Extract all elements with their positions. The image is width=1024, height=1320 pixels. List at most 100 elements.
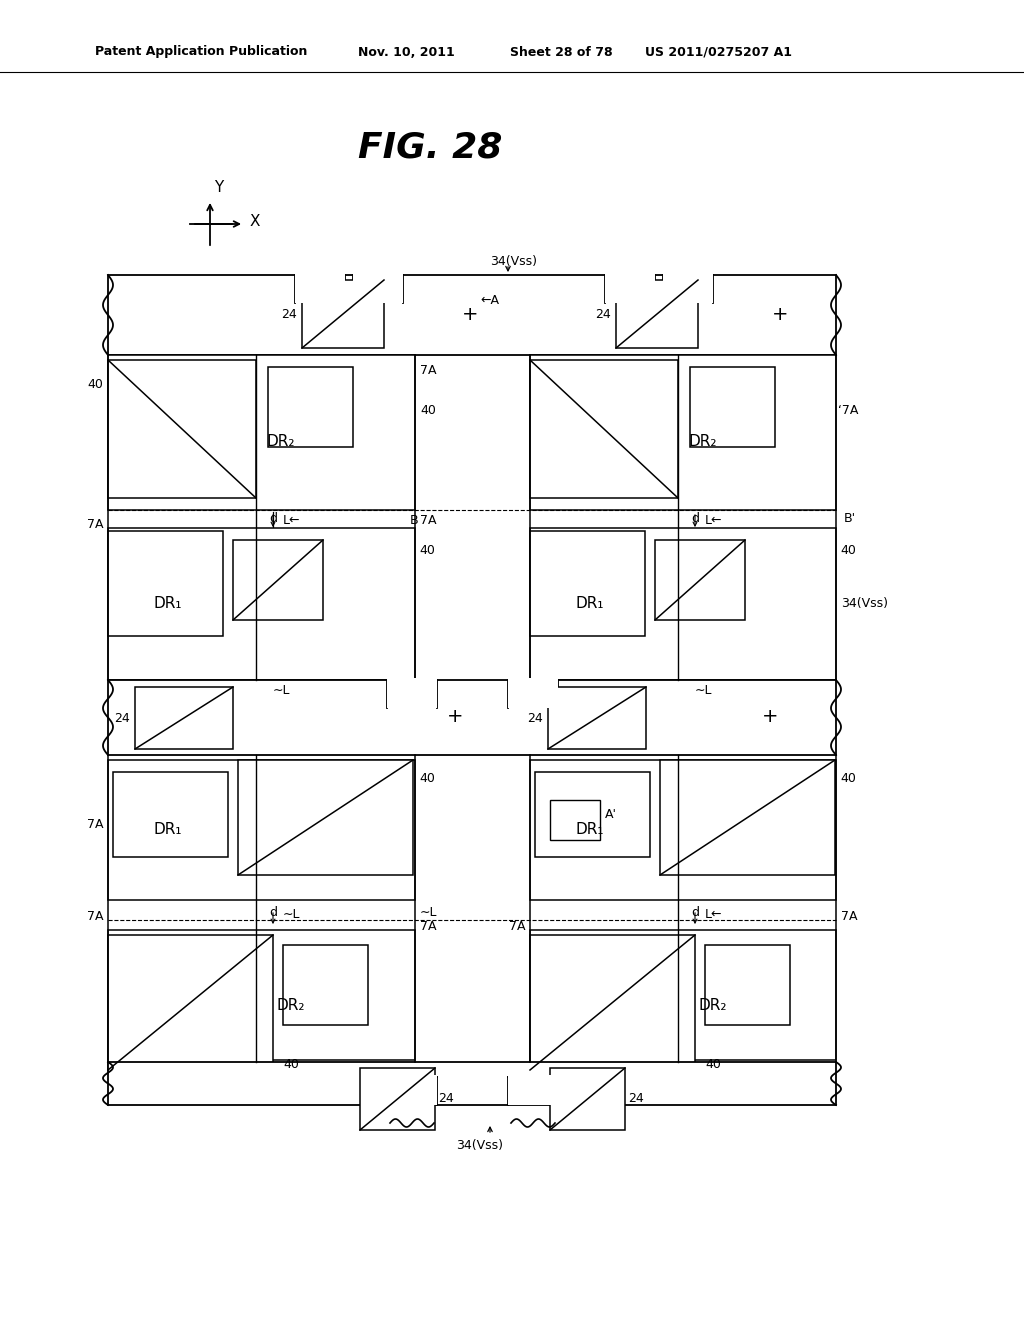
Text: 40: 40 — [420, 404, 436, 417]
Text: 24: 24 — [282, 308, 297, 321]
Text: ∼L: ∼L — [283, 908, 300, 921]
Text: ∼L: ∼L — [420, 907, 437, 920]
Text: 7A: 7A — [420, 920, 436, 933]
Text: L←: L← — [705, 513, 723, 527]
Text: FIG. 28: FIG. 28 — [357, 131, 502, 165]
Bar — [530, 935, 695, 1071]
Bar — [108, 531, 223, 636]
Text: d: d — [269, 511, 278, 524]
Text: DR₂: DR₂ — [689, 434, 717, 450]
Text: 7A: 7A — [86, 911, 103, 924]
Bar — [655, 540, 745, 620]
Text: DR₁: DR₁ — [575, 597, 604, 611]
Text: Y: Y — [214, 180, 223, 195]
Text: ←A: ←A — [480, 293, 499, 306]
Text: B: B — [410, 513, 418, 527]
Bar — [660, 760, 835, 875]
Bar — [530, 760, 836, 900]
Bar — [508, 1074, 558, 1105]
Bar — [387, 678, 437, 708]
Text: L←: L← — [705, 908, 723, 921]
Text: +: + — [446, 708, 463, 726]
Text: DR₂: DR₂ — [266, 434, 295, 450]
Text: L←: L← — [283, 513, 300, 527]
Text: +: + — [772, 305, 788, 325]
Bar — [605, 273, 655, 304]
Text: 34(Vss): 34(Vss) — [490, 256, 537, 268]
Text: X: X — [250, 214, 260, 230]
Bar — [108, 931, 415, 1060]
Bar — [550, 1068, 625, 1130]
Bar — [283, 945, 368, 1026]
Text: 7A: 7A — [841, 911, 857, 924]
Text: 40: 40 — [419, 771, 435, 784]
Text: 40: 40 — [840, 544, 856, 557]
Bar — [663, 273, 713, 304]
Text: 40: 40 — [705, 1059, 721, 1072]
Text: 24: 24 — [115, 711, 130, 725]
Text: 34(Vss): 34(Vss) — [841, 598, 888, 610]
Bar — [530, 360, 678, 498]
Text: Nov. 10, 2011: Nov. 10, 2011 — [358, 45, 455, 58]
Text: A': A' — [605, 808, 617, 821]
Text: +: + — [762, 708, 778, 726]
Bar — [108, 275, 836, 355]
Bar — [690, 367, 775, 447]
Bar — [530, 355, 836, 510]
Text: 40: 40 — [419, 544, 435, 557]
Text: 34(Vss): 34(Vss) — [457, 1138, 504, 1151]
Bar — [268, 367, 353, 447]
Bar — [295, 273, 345, 304]
Text: DR₁: DR₁ — [575, 822, 604, 837]
Bar — [550, 800, 600, 840]
Text: d: d — [691, 511, 699, 524]
Text: d: d — [691, 907, 699, 920]
Bar — [530, 528, 836, 680]
Text: d: d — [269, 907, 278, 920]
Text: 40: 40 — [283, 1059, 299, 1072]
Bar — [108, 760, 415, 900]
Bar — [113, 772, 228, 857]
Text: Sheet 28 of 78: Sheet 28 of 78 — [510, 45, 612, 58]
Text: 7A: 7A — [86, 818, 103, 832]
Text: 40: 40 — [87, 379, 103, 392]
Text: DR₁: DR₁ — [154, 597, 182, 611]
Text: ∼L: ∼L — [273, 684, 291, 697]
Bar — [108, 360, 256, 498]
Text: ∼L: ∼L — [695, 684, 713, 697]
Text: B': B' — [844, 511, 856, 524]
Text: 24: 24 — [628, 1093, 644, 1106]
Bar — [616, 280, 698, 348]
Text: 7A: 7A — [509, 920, 525, 933]
Text: ‘7A: ‘7A — [838, 404, 858, 417]
Text: 7A: 7A — [86, 519, 103, 532]
Text: 24: 24 — [438, 1093, 454, 1106]
Text: Patent Application Publication: Patent Application Publication — [95, 45, 307, 58]
Bar — [353, 273, 403, 304]
Bar — [387, 1074, 437, 1105]
Bar — [238, 760, 413, 875]
Bar — [705, 945, 790, 1026]
Bar — [508, 678, 558, 708]
Text: 24: 24 — [527, 711, 543, 725]
Bar — [530, 531, 645, 636]
Bar — [302, 280, 384, 348]
Bar — [108, 355, 415, 510]
Text: +: + — [462, 305, 478, 325]
Text: 7A: 7A — [420, 363, 436, 376]
Text: 7A: 7A — [420, 513, 436, 527]
Bar — [108, 1063, 836, 1105]
Text: DR₂: DR₂ — [276, 998, 305, 1012]
Bar — [360, 1068, 435, 1130]
Bar — [233, 540, 323, 620]
Text: DR₁: DR₁ — [154, 822, 182, 837]
Text: DR₂: DR₂ — [698, 998, 727, 1012]
Bar — [135, 686, 233, 748]
Text: US 2011/0275207 A1: US 2011/0275207 A1 — [645, 45, 792, 58]
Bar — [108, 528, 415, 680]
Bar — [108, 680, 836, 755]
Bar — [548, 686, 646, 748]
Text: 40: 40 — [840, 771, 856, 784]
Bar — [108, 935, 273, 1071]
Text: 24: 24 — [595, 308, 611, 321]
